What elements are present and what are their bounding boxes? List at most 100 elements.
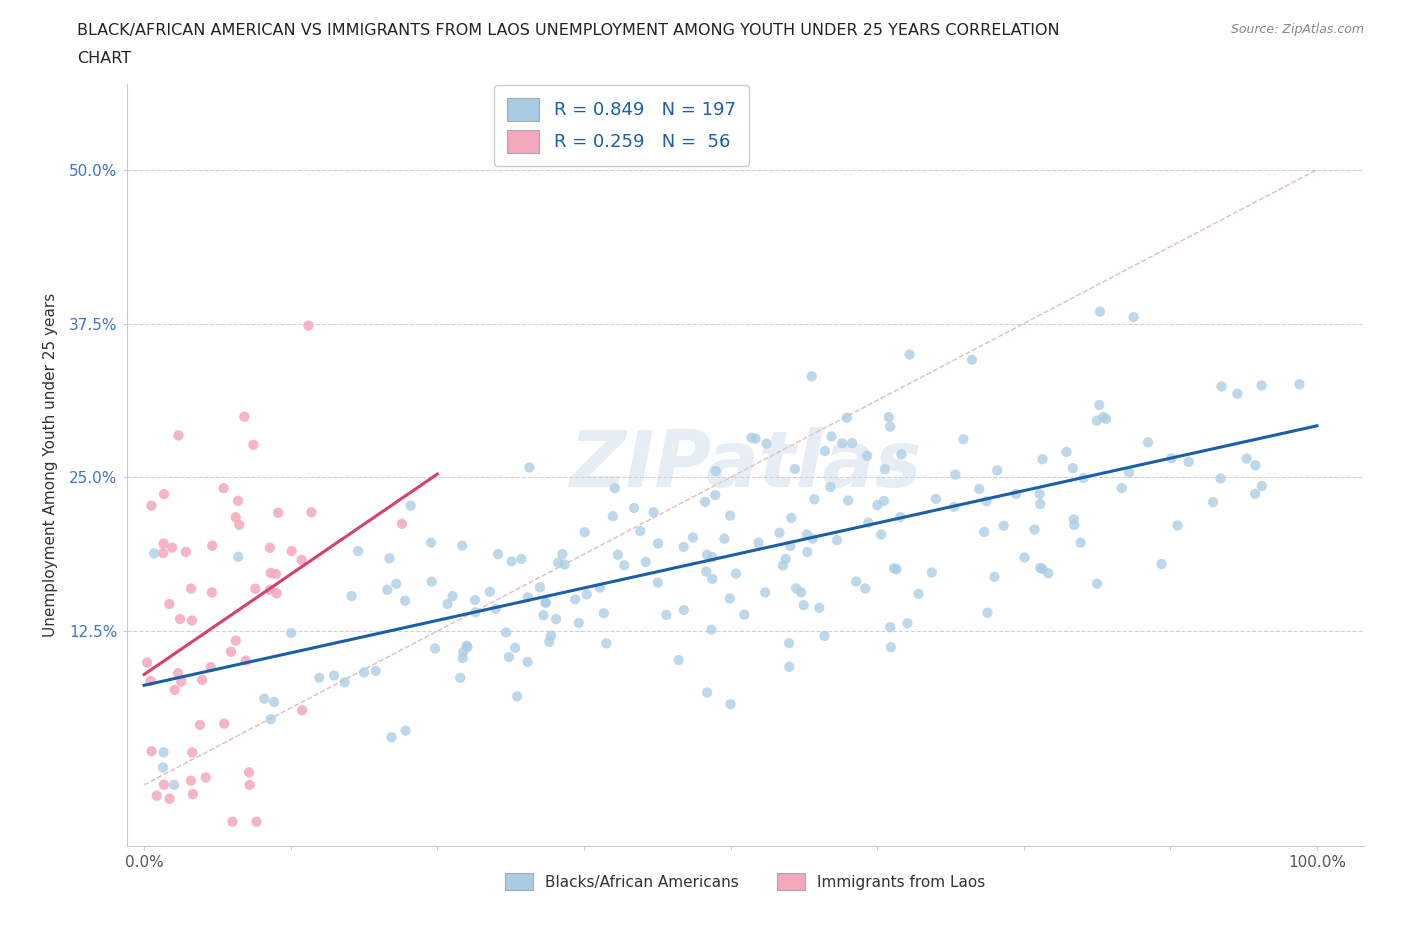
Point: [1073, 471, 1095, 485]
Point: [907, 587, 929, 602]
Point: [835, 410, 858, 425]
Point: [308, 671, 330, 685]
Point: [464, 592, 486, 607]
Point: [297, 318, 319, 333]
Point: [519, 460, 541, 475]
Point: [238, 777, 260, 792]
Point: [139, 673, 162, 688]
Point: [436, 596, 458, 611]
Point: [775, 551, 797, 566]
Point: [221, 815, 243, 830]
Point: [347, 544, 370, 559]
Point: [1118, 465, 1140, 480]
Point: [672, 603, 695, 618]
Point: [242, 437, 264, 452]
Point: [1038, 565, 1060, 580]
Point: [634, 554, 657, 569]
Point: [159, 791, 181, 806]
Point: [704, 463, 727, 478]
Point: [152, 760, 174, 775]
Point: [233, 409, 256, 424]
Point: [259, 540, 281, 555]
Point: [921, 565, 943, 580]
Point: [1029, 486, 1052, 501]
Point: [259, 582, 281, 597]
Point: [778, 636, 800, 651]
Point: [796, 544, 818, 559]
Point: [544, 612, 567, 627]
Point: [724, 566, 747, 581]
Point: [704, 487, 727, 502]
Point: [516, 655, 538, 670]
Point: [533, 607, 555, 622]
Point: [1211, 379, 1233, 394]
Point: [820, 429, 842, 444]
Point: [441, 589, 464, 604]
Point: [163, 777, 186, 792]
Point: [702, 550, 724, 565]
Point: [925, 492, 948, 507]
Point: [1244, 486, 1267, 501]
Point: [534, 595, 557, 610]
Point: [831, 436, 853, 451]
Point: [564, 591, 586, 606]
Point: [803, 492, 825, 507]
Point: [755, 436, 778, 451]
Point: [238, 765, 260, 780]
Point: [225, 633, 247, 648]
Point: [228, 517, 250, 532]
Point: [226, 493, 249, 508]
Point: [568, 616, 591, 631]
Point: [693, 495, 716, 510]
Point: [501, 554, 523, 569]
Point: [866, 498, 889, 512]
Point: [266, 586, 288, 601]
Point: [1095, 411, 1118, 426]
Point: [754, 585, 776, 600]
Point: [668, 653, 690, 668]
Point: [606, 548, 628, 563]
Point: [1005, 486, 1028, 501]
Point: [976, 605, 998, 620]
Point: [378, 551, 401, 565]
Point: [898, 347, 921, 362]
Point: [1209, 471, 1232, 485]
Point: [845, 574, 868, 589]
Point: [153, 777, 176, 792]
Point: [973, 525, 995, 539]
Point: [801, 531, 824, 546]
Point: [152, 546, 174, 561]
Point: [592, 605, 614, 620]
Point: [167, 428, 190, 443]
Point: [181, 613, 204, 628]
Point: [1250, 378, 1272, 392]
Point: [212, 481, 235, 496]
Point: [967, 482, 990, 497]
Point: [733, 607, 755, 622]
Point: [553, 557, 575, 572]
Point: [529, 580, 551, 595]
Point: [226, 550, 249, 565]
Point: [1085, 413, 1108, 428]
Point: [1202, 495, 1225, 510]
Point: [993, 518, 1015, 533]
Point: [880, 640, 903, 655]
Point: [180, 773, 202, 788]
Point: [1244, 458, 1267, 472]
Point: [1288, 377, 1310, 392]
Point: [245, 815, 267, 830]
Point: [160, 540, 183, 555]
Point: [264, 566, 287, 581]
Point: [181, 745, 204, 760]
Point: [364, 663, 387, 678]
Point: [886, 562, 908, 577]
Point: [772, 558, 794, 573]
Point: [181, 787, 204, 802]
Legend: Blacks/African Americans, Immigrants from Laos: Blacks/African Americans, Immigrants fro…: [499, 867, 991, 896]
Point: [602, 509, 624, 524]
Point: [136, 655, 159, 670]
Point: [808, 601, 831, 616]
Point: [720, 697, 742, 711]
Point: [780, 511, 803, 525]
Point: [194, 770, 217, 785]
